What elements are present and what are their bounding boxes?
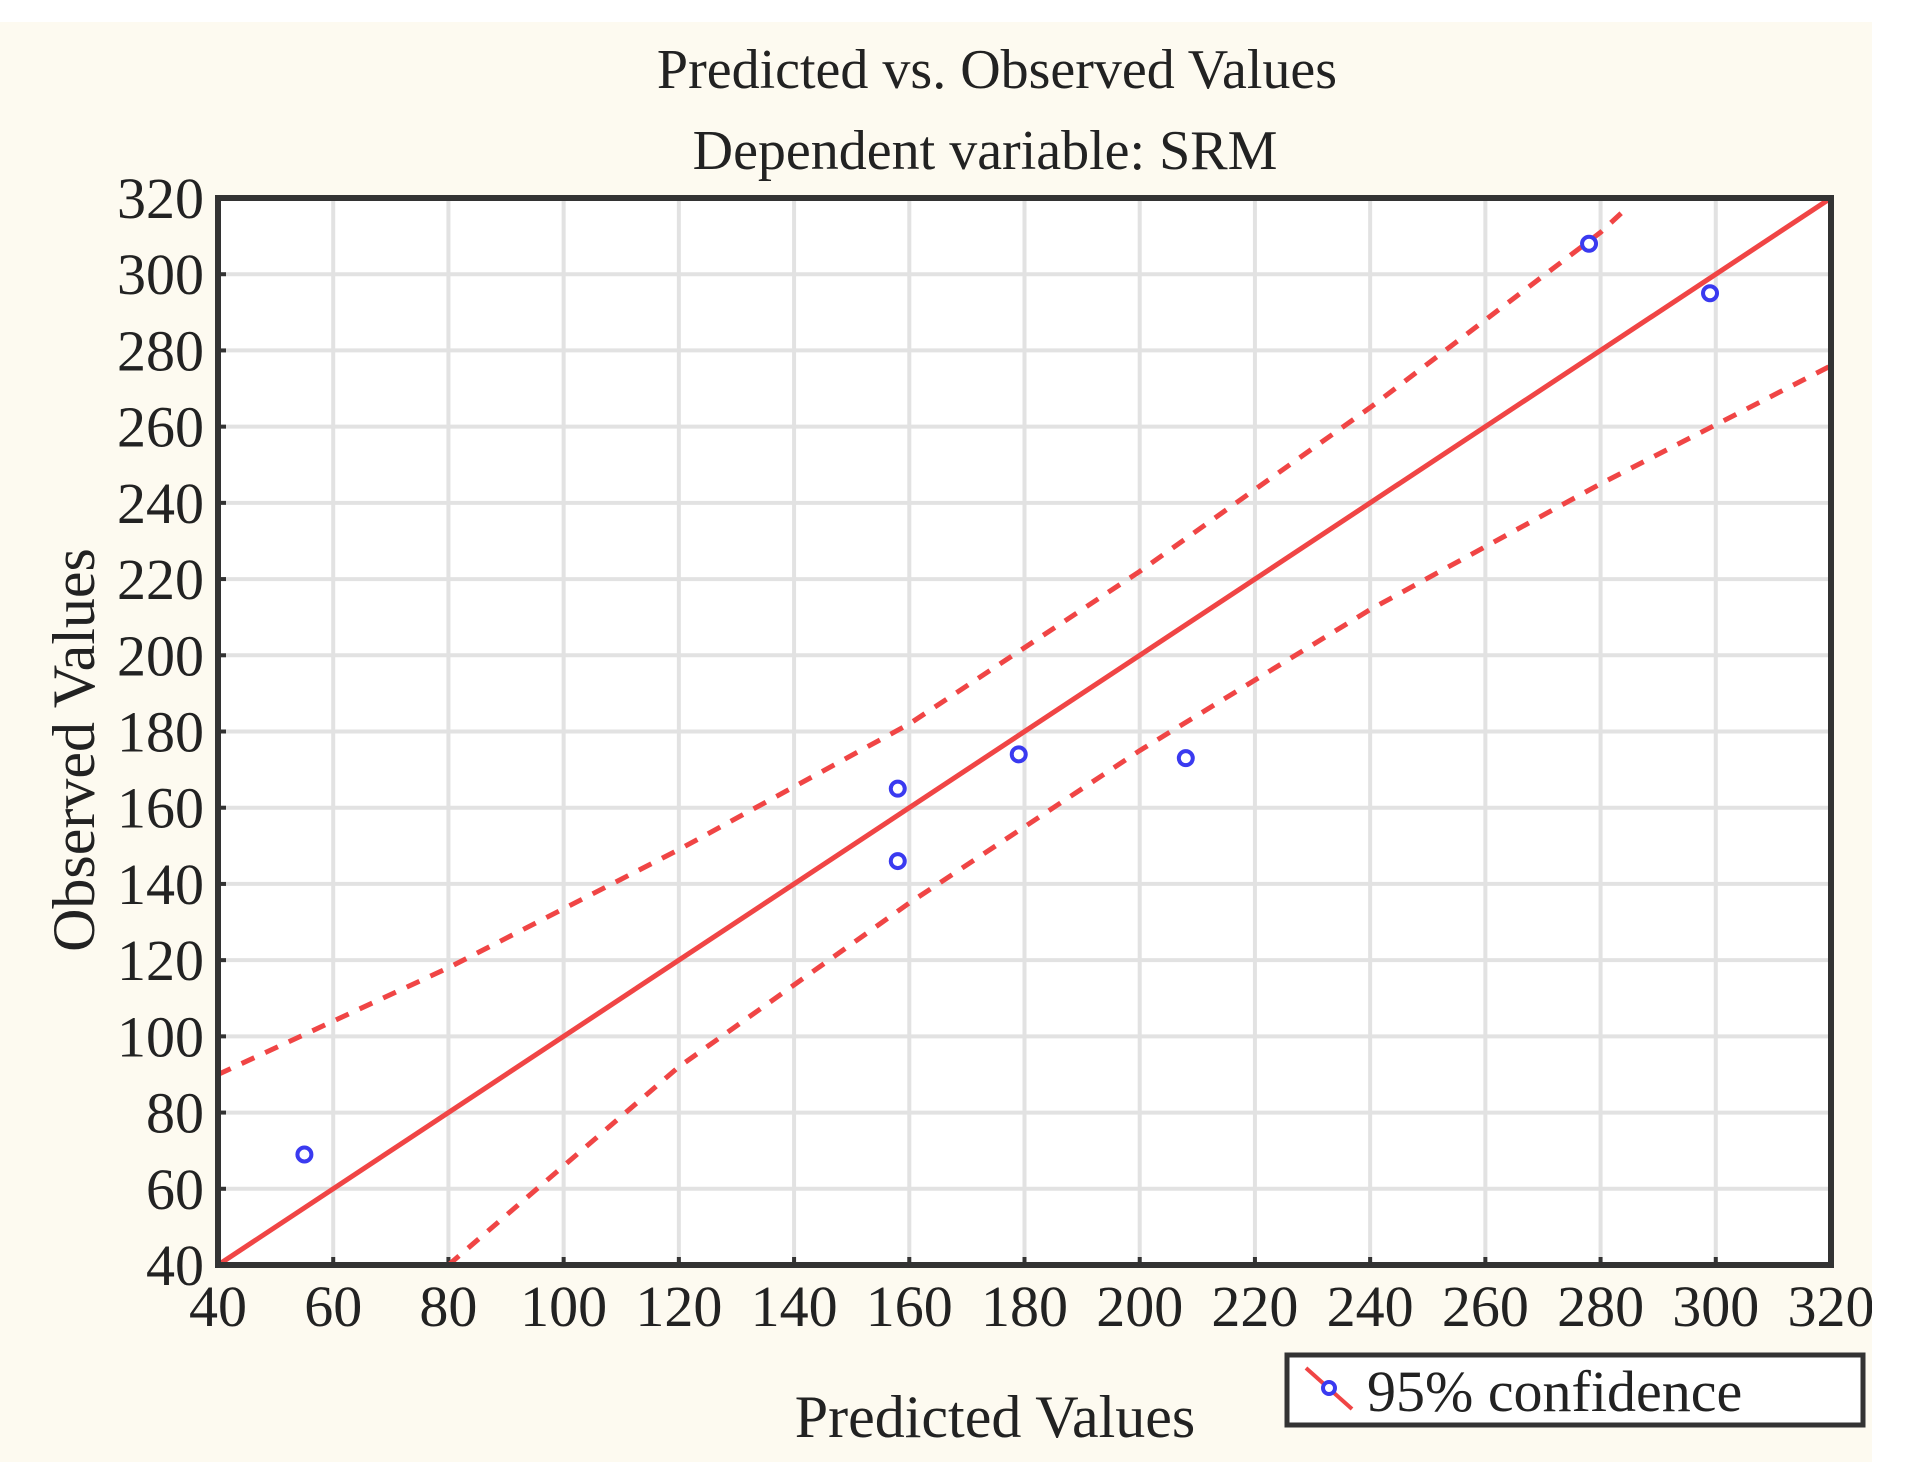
x-tick-label: 80 (419, 1274, 477, 1339)
x-tick-label: 240 (1327, 1274, 1414, 1339)
y-tick-label: 260 (117, 395, 204, 460)
chart: Predicted vs. Observed Values Dependent … (41, 39, 1872, 1450)
x-tick-label: 300 (1672, 1274, 1759, 1339)
legend-box (1284, 1352, 1866, 1428)
data-point (1009, 745, 1028, 764)
chart-title: Predicted vs. Observed Values (657, 39, 1337, 101)
x-tick-label: 40 (189, 1274, 247, 1339)
y-tick-label: 100 (117, 1004, 204, 1069)
y-tick-label: 180 (117, 700, 204, 765)
x-tick-label: 280 (1557, 1274, 1644, 1339)
y-tick-label: 200 (117, 623, 204, 688)
y-axis-label: Observed Values (41, 548, 107, 952)
upper-confidence-line (218, 203, 1632, 1077)
x-tick-label: 220 (1211, 1274, 1298, 1339)
y-tick-label: 280 (117, 318, 204, 383)
y-tick-label: 120 (117, 928, 204, 993)
x-tick-label: 320 (1788, 1274, 1873, 1339)
x-tick-label: 60 (304, 1274, 362, 1339)
y-tick-label: 300 (117, 242, 204, 307)
data-point (888, 779, 907, 798)
y-tick-label: 160 (117, 776, 204, 841)
data-point (1176, 749, 1195, 768)
legend-marker-icon (1321, 1380, 1337, 1396)
data-point (295, 1145, 314, 1164)
data-point (888, 852, 907, 871)
x-tick-label: 160 (866, 1274, 953, 1339)
x-tick-label: 260 (1442, 1274, 1529, 1339)
y-tick-label: 220 (117, 547, 204, 612)
x-tick-label: 140 (751, 1274, 838, 1339)
y-tick-label: 60 (146, 1157, 204, 1222)
x-tick-label: 100 (520, 1274, 607, 1339)
y-tick-label: 40 (146, 1233, 204, 1298)
y-tick-label: 140 (117, 852, 204, 917)
y-tick-label: 80 (146, 1081, 204, 1146)
x-tick-label: 180 (981, 1274, 1068, 1339)
lower-confidence-line (446, 363, 1831, 1265)
fit-line (218, 198, 1831, 1265)
y-tick-label: 240 (117, 471, 204, 536)
legend-label: 95% confidence (1367, 1359, 1742, 1424)
chart-subtitle: Dependent variable: SRM (693, 120, 1278, 182)
data-point (1701, 284, 1720, 303)
chart-panel: Predicted vs. Observed Values Dependent … (0, 22, 1872, 1462)
series (218, 198, 1831, 1265)
y-tick-labels: 40 60 80 100 120 140 160 180 200 220 240 260 280 300 3… (117, 166, 204, 1298)
x-tick-label: 200 (1096, 1274, 1183, 1339)
legend: 95% confidence (1284, 1352, 1866, 1428)
x-axis-label: Predicted Values (795, 1384, 1195, 1450)
plot-frame (215, 195, 1834, 1268)
x-tick-label: 120 (635, 1274, 722, 1339)
y-tick-label: 320 (117, 166, 204, 231)
data-point (1580, 234, 1599, 253)
x-tick-labels: 40 60 80 100 120 140 160 180 200 220 240 260 280 300 3… (189, 1274, 1872, 1339)
